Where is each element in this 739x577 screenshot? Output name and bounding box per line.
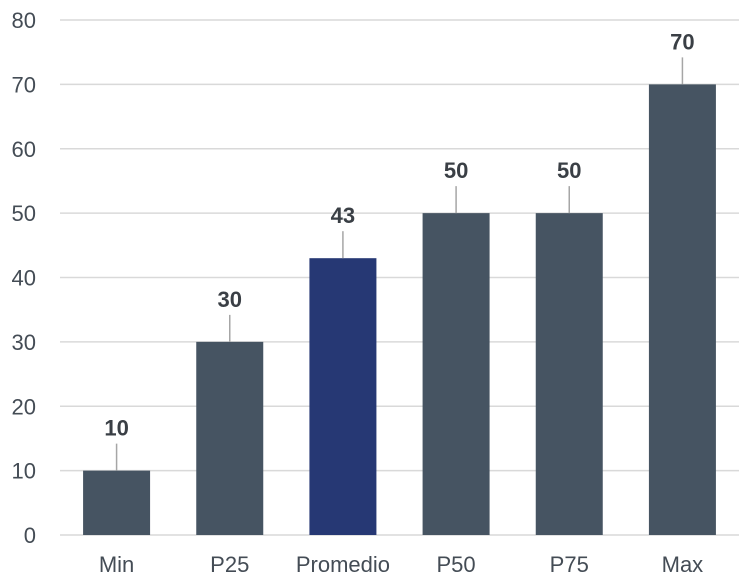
data-label: 70: [670, 29, 694, 54]
data-label: 50: [444, 158, 468, 183]
bar-p75: [535, 213, 603, 535]
bar-min: [83, 470, 151, 535]
bar-promedio: [309, 258, 377, 535]
y-tick-label: 30: [12, 330, 36, 355]
y-tick-label: 20: [12, 394, 36, 419]
y-tick-label: 10: [12, 459, 36, 484]
x-axis: Min P25 Promedio P50 P75 Max: [99, 552, 703, 577]
x-tick-label: P25: [210, 552, 249, 577]
y-axis: 0 10 20 30 40 50 60 70 80: [12, 8, 36, 548]
x-tick-label: Max: [662, 552, 704, 577]
y-tick-label: 50: [12, 201, 36, 226]
bar-p25: [196, 341, 264, 535]
x-tick-label: Min: [99, 552, 134, 577]
data-label: 43: [331, 203, 355, 228]
data-label: 10: [104, 416, 128, 441]
bar-max: [648, 84, 716, 535]
y-tick-label: 70: [12, 72, 36, 97]
bars: 10 30 43 50 50 70: [83, 29, 716, 535]
data-label: 30: [218, 287, 242, 312]
y-tick-label: 80: [12, 8, 36, 33]
y-tick-label: 0: [24, 523, 36, 548]
x-tick-label: Promedio: [296, 552, 390, 577]
x-tick-label: P50: [437, 552, 476, 577]
data-label: 50: [557, 158, 581, 183]
y-tick-label: 40: [12, 266, 36, 291]
gridlines: [60, 19, 739, 536]
bar-p50: [422, 213, 490, 535]
y-tick-label: 60: [12, 137, 36, 162]
x-tick-label: P75: [550, 552, 589, 577]
